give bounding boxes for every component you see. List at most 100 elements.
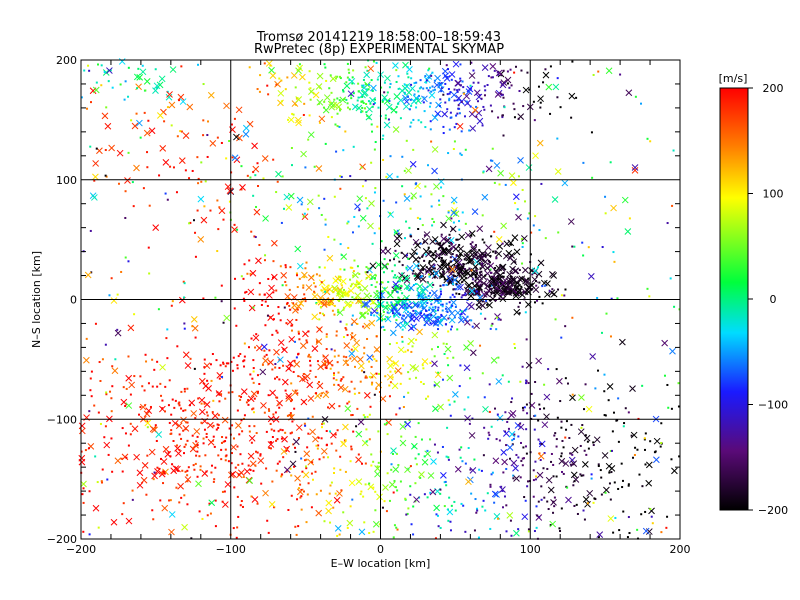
data-point bbox=[108, 144, 115, 152]
y-tick-label: 200 bbox=[56, 54, 77, 67]
data-point bbox=[193, 468, 196, 471]
data-point bbox=[163, 120, 166, 123]
data-point bbox=[305, 521, 308, 524]
data-point bbox=[294, 86, 297, 89]
data-point bbox=[439, 303, 442, 306]
data-point bbox=[285, 322, 288, 325]
data-point bbox=[145, 407, 153, 415]
data-point bbox=[153, 368, 156, 371]
data-point bbox=[476, 100, 479, 103]
data-point bbox=[186, 387, 189, 390]
data-point bbox=[304, 459, 307, 462]
data-point bbox=[325, 79, 328, 82]
data-point bbox=[619, 338, 626, 346]
data-point bbox=[315, 509, 323, 517]
data-point bbox=[327, 284, 330, 287]
data-point bbox=[384, 246, 387, 249]
data-point bbox=[484, 274, 487, 277]
data-point bbox=[382, 99, 385, 102]
data-point bbox=[386, 355, 394, 363]
data-point bbox=[220, 441, 223, 444]
data-point bbox=[90, 395, 93, 398]
data-point bbox=[269, 422, 272, 425]
data-point bbox=[464, 148, 467, 151]
data-point bbox=[406, 95, 409, 98]
data-point bbox=[543, 413, 550, 421]
data-point bbox=[268, 500, 276, 508]
data-point bbox=[325, 499, 333, 507]
data-point bbox=[431, 236, 439, 243]
data-point bbox=[488, 434, 491, 437]
data-point bbox=[446, 93, 449, 96]
data-point bbox=[210, 471, 213, 474]
data-point bbox=[549, 271, 556, 278]
data-point bbox=[541, 421, 549, 429]
data-point bbox=[645, 461, 653, 469]
data-point bbox=[431, 85, 434, 88]
data-point bbox=[101, 468, 104, 471]
data-point bbox=[404, 421, 412, 428]
data-point bbox=[284, 280, 287, 283]
data-point bbox=[599, 469, 602, 472]
data-point bbox=[184, 476, 192, 483]
data-point bbox=[250, 390, 258, 398]
data-point bbox=[430, 193, 433, 196]
data-point bbox=[180, 496, 183, 499]
data-point bbox=[337, 275, 340, 278]
x-tick-label: 0 bbox=[377, 543, 384, 556]
data-point bbox=[532, 100, 535, 103]
data-point bbox=[125, 374, 133, 382]
data-point bbox=[502, 275, 505, 278]
data-point bbox=[539, 101, 542, 104]
data-point bbox=[388, 384, 391, 387]
data-point bbox=[403, 395, 406, 398]
data-point bbox=[509, 68, 512, 71]
data-point bbox=[284, 264, 287, 267]
data-point bbox=[403, 83, 406, 86]
data-point bbox=[483, 396, 486, 399]
data-point bbox=[500, 74, 503, 77]
data-point bbox=[216, 250, 219, 253]
data-point bbox=[87, 64, 90, 67]
data-point bbox=[271, 480, 274, 483]
data-point bbox=[362, 78, 365, 81]
data-point bbox=[556, 137, 559, 140]
data-point bbox=[409, 207, 412, 210]
data-point bbox=[479, 312, 482, 315]
data-point bbox=[340, 284, 343, 287]
data-point bbox=[430, 268, 433, 271]
data-point bbox=[386, 172, 394, 180]
data-point bbox=[568, 92, 576, 100]
data-point bbox=[423, 234, 426, 237]
data-point bbox=[435, 101, 442, 109]
data-point bbox=[607, 515, 615, 522]
data-point bbox=[258, 244, 261, 247]
data-point bbox=[501, 506, 504, 509]
data-point bbox=[517, 456, 520, 459]
data-point bbox=[254, 236, 257, 239]
colorbar-label: [m/s] bbox=[719, 72, 748, 85]
data-point bbox=[300, 150, 307, 158]
data-point bbox=[497, 284, 500, 287]
data-point bbox=[432, 89, 435, 92]
data-point bbox=[175, 486, 178, 489]
data-point bbox=[203, 362, 211, 370]
data-point bbox=[421, 255, 424, 258]
data-point bbox=[373, 358, 376, 361]
data-point bbox=[193, 428, 201, 435]
data-point bbox=[628, 532, 631, 535]
data-point bbox=[427, 294, 430, 297]
data-point bbox=[138, 413, 141, 416]
data-point bbox=[403, 321, 406, 324]
data-point bbox=[200, 216, 208, 224]
data-point bbox=[523, 279, 531, 286]
data-point bbox=[353, 215, 356, 218]
data-point bbox=[350, 380, 353, 383]
data-point bbox=[100, 84, 103, 87]
data-point bbox=[441, 249, 448, 256]
data-point bbox=[450, 196, 458, 204]
data-point bbox=[239, 352, 242, 355]
data-point bbox=[242, 130, 250, 138]
data-point bbox=[522, 446, 525, 449]
data-point bbox=[345, 356, 348, 359]
